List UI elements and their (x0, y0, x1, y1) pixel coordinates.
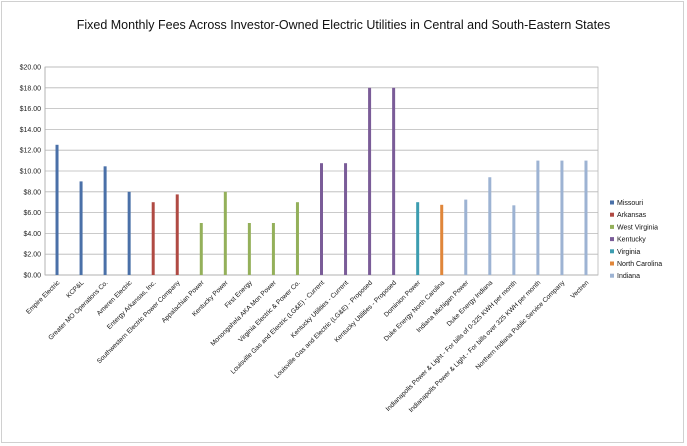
y-tick-label: $2.00 (23, 252, 41, 259)
legend-swatch (610, 212, 614, 217)
bar (247, 223, 251, 275)
bar (560, 160, 564, 275)
y-tick-label: $20.00 (20, 65, 42, 72)
x-tick-label: Vectren (570, 279, 591, 300)
x-tick-label: Appalachian Power (161, 279, 207, 325)
y-tick-label: $12.00 (20, 148, 42, 155)
bar (55, 144, 59, 275)
bar (392, 87, 396, 275)
bar (223, 191, 227, 275)
legend-label: Indiana (617, 273, 640, 280)
y-tick-label: $8.00 (23, 189, 41, 196)
bar (271, 223, 275, 275)
legend-swatch (610, 273, 614, 278)
legend: Missouri Arkansas West Virginia Kentucky Vir… (610, 200, 662, 280)
legend-label: Kentucky (617, 237, 646, 244)
bar (344, 163, 348, 275)
bar (295, 202, 299, 275)
legend-swatch (610, 237, 614, 242)
legend-swatch (610, 249, 614, 254)
bar (368, 87, 372, 275)
bar (512, 205, 516, 275)
legend-label: North Carolina (617, 261, 662, 268)
legend-label: Missouri (617, 200, 644, 207)
bar (440, 204, 444, 275)
legend-label: Arkansas (617, 212, 647, 219)
bar (175, 194, 179, 275)
legend-swatch (610, 224, 614, 229)
bar (488, 177, 492, 275)
bar (103, 166, 107, 275)
bars (55, 87, 588, 275)
bar (536, 160, 540, 275)
x-tick-label: KCP&L (65, 279, 85, 299)
bar (127, 191, 131, 275)
legend-swatch (610, 261, 614, 266)
bar (320, 163, 323, 275)
bar (151, 202, 155, 275)
bar (199, 223, 203, 275)
y-tick-label: $16.00 (20, 106, 42, 113)
legend-label: Virginia (617, 249, 640, 256)
y-axis: $0.00 $2.00 $4.00 $6.00 $8.00 $10.00 $12.00 $14… (20, 65, 599, 280)
x-tick-label: Northern Indiana Public Service Company (475, 279, 567, 371)
y-tick-label: $4.00 (23, 231, 41, 238)
x-tick-label: Empire Electric (25, 279, 62, 316)
y-tick-label: $0.00 (23, 273, 41, 280)
bar (416, 202, 420, 275)
x-tick-label: Duke Energy Indiana (446, 279, 495, 328)
bar (79, 181, 83, 275)
legend-label: West Virginia (617, 224, 658, 231)
y-tick-label: $6.00 (23, 210, 41, 217)
y-tick-label: $10.00 (20, 169, 42, 176)
y-tick-label: $14.00 (20, 127, 42, 134)
bar (584, 160, 588, 275)
legend-swatch (610, 200, 614, 205)
bar (464, 199, 468, 275)
y-tick-label: $18.00 (20, 85, 42, 92)
chart-title: Fixed Monthly Fees Across Investor-Owned… (76, 18, 611, 32)
